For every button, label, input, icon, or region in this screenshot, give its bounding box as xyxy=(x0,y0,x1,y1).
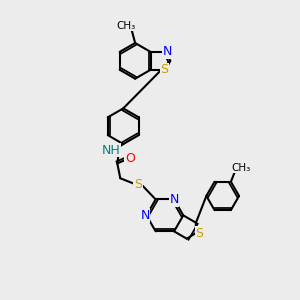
Text: N: N xyxy=(169,193,179,206)
Text: CH₃: CH₃ xyxy=(231,163,250,172)
Text: NH: NH xyxy=(102,143,121,157)
Text: O: O xyxy=(125,152,135,164)
Text: S: S xyxy=(160,63,168,76)
Text: N: N xyxy=(163,45,172,58)
Text: N: N xyxy=(140,209,150,222)
Text: S: S xyxy=(195,227,203,240)
Text: CH₃: CH₃ xyxy=(117,21,136,31)
Text: S: S xyxy=(134,178,142,191)
